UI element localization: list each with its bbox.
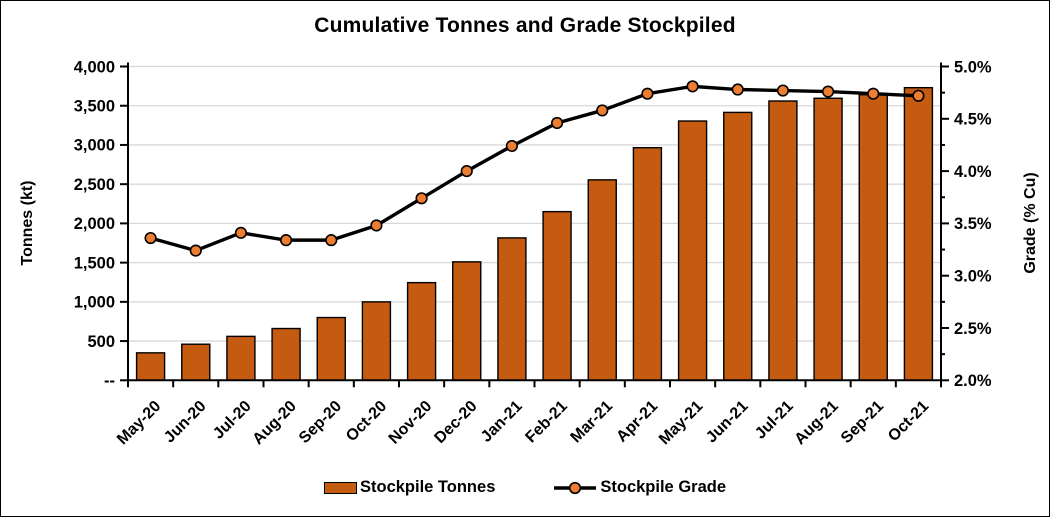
bar-Aug-20 [271, 327, 301, 382]
y-left-tick-label: 3,000 [74, 137, 115, 155]
x-tick-label-Jul-20: Jul-20 [210, 398, 255, 443]
bar-Mar-21 [587, 179, 617, 381]
x-tick-label-Apr-21: Apr-21 [613, 398, 661, 446]
bar-Jul-21 [768, 100, 798, 382]
grade-marker-Sep-20 [325, 234, 338, 247]
bar-Nov-20 [406, 281, 437, 382]
grade-marker-Mar-21 [596, 104, 609, 117]
x-tick-label-Oct-20: Oct-20 [343, 398, 390, 445]
grade-marker-Oct-21 [912, 89, 925, 102]
grade-marker-Aug-21 [821, 85, 835, 98]
x-tick-label-Oct-21: Oct-21 [885, 398, 932, 445]
y-left-tick-label: 3,500 [74, 98, 115, 116]
y-right-tick-label: 3.5% [954, 215, 992, 233]
grade-marker-Jun-21 [731, 83, 744, 96]
bar-Jun-21 [723, 111, 753, 381]
x-tick-label-May-21: May-21 [656, 398, 706, 448]
legend-item-tonnes: Stockpile Tonnes [323, 478, 496, 497]
x-tick-label-Dec-20: Dec-20 [431, 398, 480, 447]
grade-marker-Jun-20 [189, 244, 202, 257]
grade-line [150, 84, 919, 253]
y-right-tick-label: 3.0% [954, 267, 992, 285]
chart-title: Cumulative Tonnes and Grade Stockpiled [314, 14, 736, 37]
grade-marker-Aug-20 [279, 234, 293, 247]
bar-Sep-20 [316, 316, 346, 382]
legend-item-grade: Stockpile Grade [553, 478, 726, 497]
x-tick-label-May-20: May-20 [114, 398, 164, 448]
bar-Sep-21 [858, 94, 888, 382]
y-right-tick-label: 2.5% [954, 320, 992, 338]
bar-Jan-21 [497, 237, 527, 382]
y-right-tick-label: 5.0% [954, 58, 992, 76]
grade-marker-Oct-20 [370, 219, 383, 232]
bar-Apr-21 [632, 146, 663, 382]
grade-marker-Apr-21 [641, 87, 654, 100]
x-tick-label-Feb-21: Feb-21 [522, 398, 571, 447]
bar-Feb-21 [542, 210, 572, 382]
bar-Jul-20 [226, 335, 256, 382]
y-right-tick-label: 2.0% [954, 372, 992, 390]
y-left-tick-label: 500 [87, 333, 115, 351]
x-tick-label-Sep-21: Sep-21 [838, 398, 887, 447]
x-tick-label-Sep-20: Sep-20 [296, 398, 345, 447]
x-tick-label-Mar-21: Mar-21 [568, 398, 617, 447]
grade-marker-Jul-20 [234, 226, 248, 239]
bar-Jun-20 [181, 343, 211, 382]
stockpile-grade-swatch-icon [554, 481, 597, 494]
grade-marker-Sep-21 [867, 87, 880, 100]
x-tick-label-Jun-21: Jun-21 [703, 398, 752, 447]
legend-label-tonnes: Stockpile Tonnes [359, 478, 496, 496]
y-right-tick-label: 4.5% [954, 111, 992, 129]
grade-marker-Jul-21 [776, 84, 790, 97]
y-left-tick-label: 1,500 [74, 254, 115, 272]
grade-marker-Feb-21 [550, 116, 564, 130]
bar-Oct-20 [361, 301, 392, 382]
bar-May-20 [135, 352, 166, 381]
grade-marker-May-21 [686, 80, 699, 93]
y-left-tick-label: 1,000 [74, 294, 115, 312]
grade-marker-Nov-20 [415, 192, 428, 205]
grade-marker-Jan-21 [505, 139, 519, 153]
x-tick-label-Aug-21: Aug-21 [792, 398, 842, 448]
bar-May-21 [677, 120, 708, 382]
legend-label-grade: Stockpile Grade [600, 478, 727, 496]
y-right-tick-label: 4.0% [954, 163, 992, 181]
x-tick-label-Jul-21: Jul-21 [752, 398, 797, 443]
x-tick-label-Jun-20: Jun-20 [161, 398, 210, 447]
bar-Aug-21 [813, 97, 843, 381]
y-left-tick-label: 4,000 [74, 58, 115, 76]
grade-marker-May-20 [144, 231, 157, 245]
x-tick-label-Aug-20: Aug-20 [250, 398, 300, 448]
stockpile-tonnes-swatch-icon [323, 481, 357, 494]
y-left-tick-label: 2,000 [74, 215, 115, 233]
x-tick-label-Jan-21: Jan-21 [478, 398, 526, 446]
y-left-tick-label: -- [104, 372, 115, 390]
grade-marker-Dec-20 [460, 165, 473, 178]
legend: Stockpile Tonnes Stockpile Grade [1, 478, 1049, 497]
x-tick-label-Nov-20: Nov-20 [386, 398, 436, 448]
bar-Oct-21 [903, 86, 934, 382]
bar-Dec-20 [452, 261, 482, 382]
y-left-tick-label: 2,500 [74, 176, 115, 194]
